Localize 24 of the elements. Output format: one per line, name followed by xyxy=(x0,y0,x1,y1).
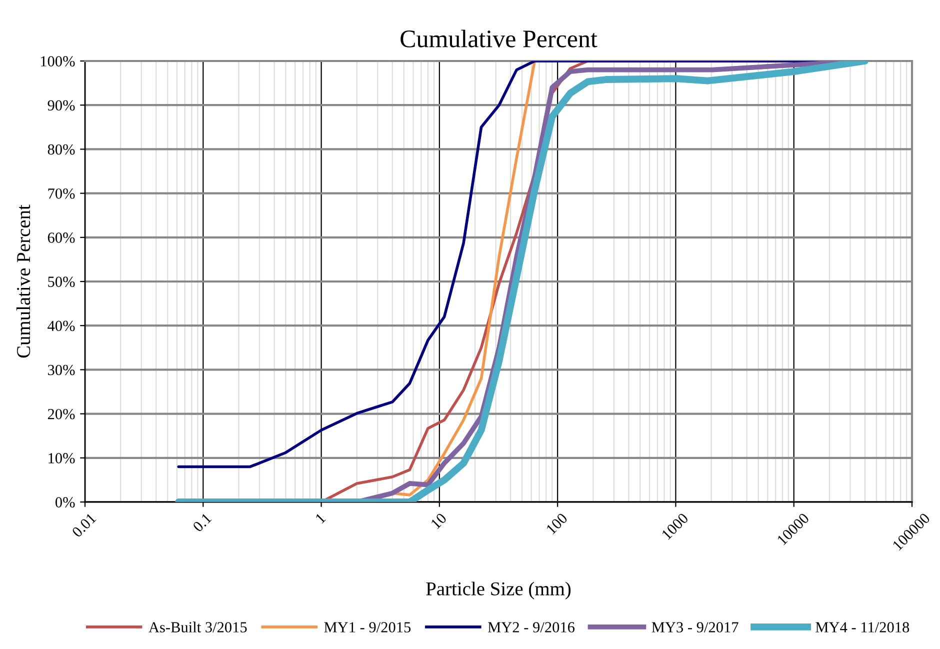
x-tick-label: 0.1 xyxy=(192,512,212,532)
y-tick-label: 20% xyxy=(48,408,75,420)
x-axis-title: Particle Size (mm) xyxy=(426,582,571,600)
legend-label: MY1 - 9/2015 xyxy=(324,622,411,632)
y-tick-label: 30% xyxy=(48,364,75,376)
y-tick-label: 100% xyxy=(40,56,75,66)
y-tick-label: 90% xyxy=(48,100,75,111)
x-tick-label: 1 xyxy=(315,512,326,524)
legend-label: MY3 - 9/2017 xyxy=(652,622,738,632)
x-tick-label: 10 xyxy=(430,512,448,530)
y-tick-label: 70% xyxy=(48,188,75,199)
x-tick-label: 100 xyxy=(546,512,568,535)
chart-title: Cumulative Percent xyxy=(400,30,598,48)
y-tick-label: 10% xyxy=(48,453,75,464)
y-tick-label: 80% xyxy=(48,144,75,155)
y-axis-title: Cumulative Percent xyxy=(16,204,30,358)
y-tick-label: 0% xyxy=(55,497,75,508)
y-tick-label: 40% xyxy=(48,320,75,332)
y-tick-label: 60% xyxy=(48,232,75,243)
x-tick-label: 0.01 xyxy=(71,512,97,538)
legend-label: As-Built 3/2015 xyxy=(148,622,247,632)
y-tick-label: 50% xyxy=(48,276,75,287)
legend-label: MY4 - 11/2018 xyxy=(816,622,910,632)
legend-label: MY2 - 9/2016 xyxy=(488,622,575,632)
